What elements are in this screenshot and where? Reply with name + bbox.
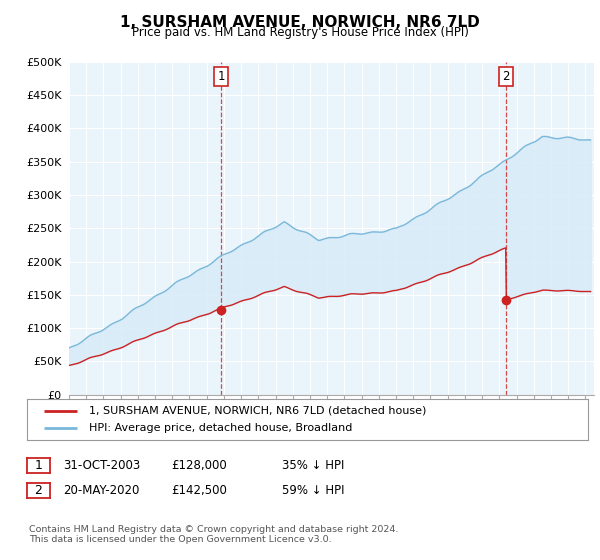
Text: Contains HM Land Registry data © Crown copyright and database right 2024.
This d: Contains HM Land Registry data © Crown c…	[29, 525, 398, 544]
Text: £128,000: £128,000	[171, 459, 227, 472]
Text: 35% ↓ HPI: 35% ↓ HPI	[282, 459, 344, 472]
Text: 20-MAY-2020: 20-MAY-2020	[63, 484, 139, 497]
Text: 31-OCT-2003: 31-OCT-2003	[63, 459, 140, 472]
Text: £142,500: £142,500	[171, 484, 227, 497]
Text: 2: 2	[34, 484, 43, 497]
Text: 1: 1	[34, 459, 43, 472]
Text: Price paid vs. HM Land Registry's House Price Index (HPI): Price paid vs. HM Land Registry's House …	[131, 26, 469, 39]
Text: 1, SURSHAM AVENUE, NORWICH, NR6 7LD (detached house): 1, SURSHAM AVENUE, NORWICH, NR6 7LD (det…	[89, 405, 426, 416]
Text: 1: 1	[217, 70, 225, 83]
Text: 2: 2	[502, 70, 509, 83]
Text: HPI: Average price, detached house, Broadland: HPI: Average price, detached house, Broa…	[89, 423, 352, 433]
Text: 59% ↓ HPI: 59% ↓ HPI	[282, 484, 344, 497]
Text: 1, SURSHAM AVENUE, NORWICH, NR6 7LD: 1, SURSHAM AVENUE, NORWICH, NR6 7LD	[120, 15, 480, 30]
